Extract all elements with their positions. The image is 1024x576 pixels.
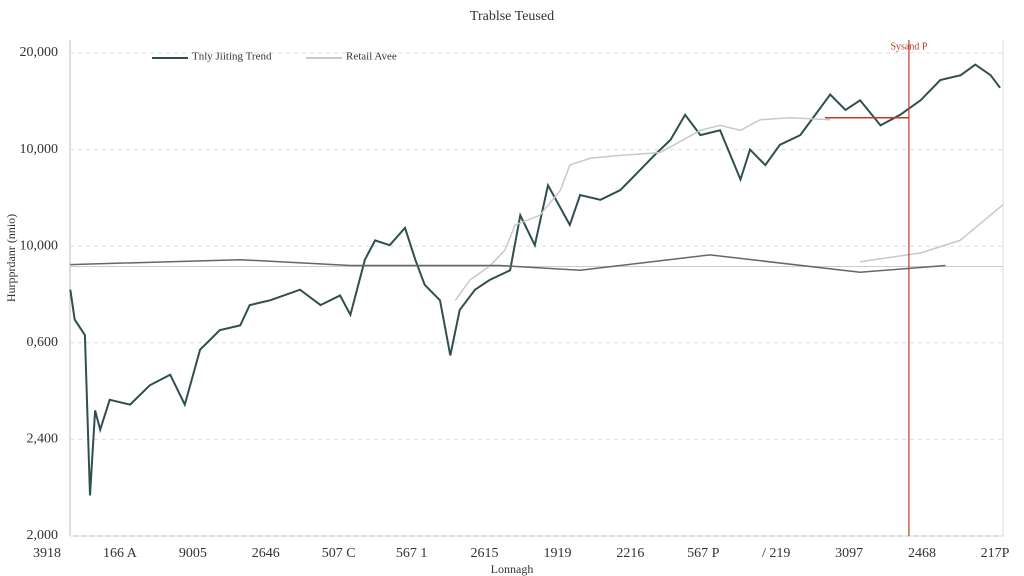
x-tick-label: 2216 [616, 546, 644, 561]
x-tick-label: 567 1 [396, 546, 428, 561]
y-axis-label: Hurpprdanr (nnio) [4, 214, 18, 302]
x-tick-label: 507 C [322, 546, 356, 561]
y-tick-label: 0,600 [27, 335, 59, 350]
y-tick-label: 20,000 [20, 45, 59, 60]
legend-label: Retail Avee [346, 51, 397, 63]
y-tick-label: 10,000 [20, 142, 59, 157]
chart-title: Trablse Teused [470, 9, 554, 24]
x-tick-label: 217P [981, 546, 1010, 561]
series-line [70, 254, 946, 274]
x-tick-label: 2468 [908, 546, 936, 561]
marker-label: Sysand P [890, 41, 927, 52]
x-tick-label: 9005 [179, 546, 207, 561]
x-axis-label: Lonnagh [491, 562, 534, 576]
x-tick-label: 1919 [543, 546, 571, 561]
y-tick-label: 2,400 [27, 432, 59, 447]
x-tick-label: 3918 [33, 546, 61, 561]
x-tick-label: 2646 [252, 546, 280, 561]
y-tick-label: 10,000 [20, 238, 59, 253]
legend-label: Tnly Jiiting Trend [192, 51, 272, 63]
x-tick-label: 2615 [471, 546, 499, 561]
x-tick-label: / 219 [762, 546, 790, 561]
series-line [69, 63, 1001, 496]
x-tick-label: 567 P [687, 546, 720, 561]
series-line [454, 116, 1004, 301]
x-tick-label: 166 A [103, 546, 138, 561]
y-tick-label: 2,000 [27, 528, 59, 543]
x-tick-label: 3097 [835, 546, 863, 561]
